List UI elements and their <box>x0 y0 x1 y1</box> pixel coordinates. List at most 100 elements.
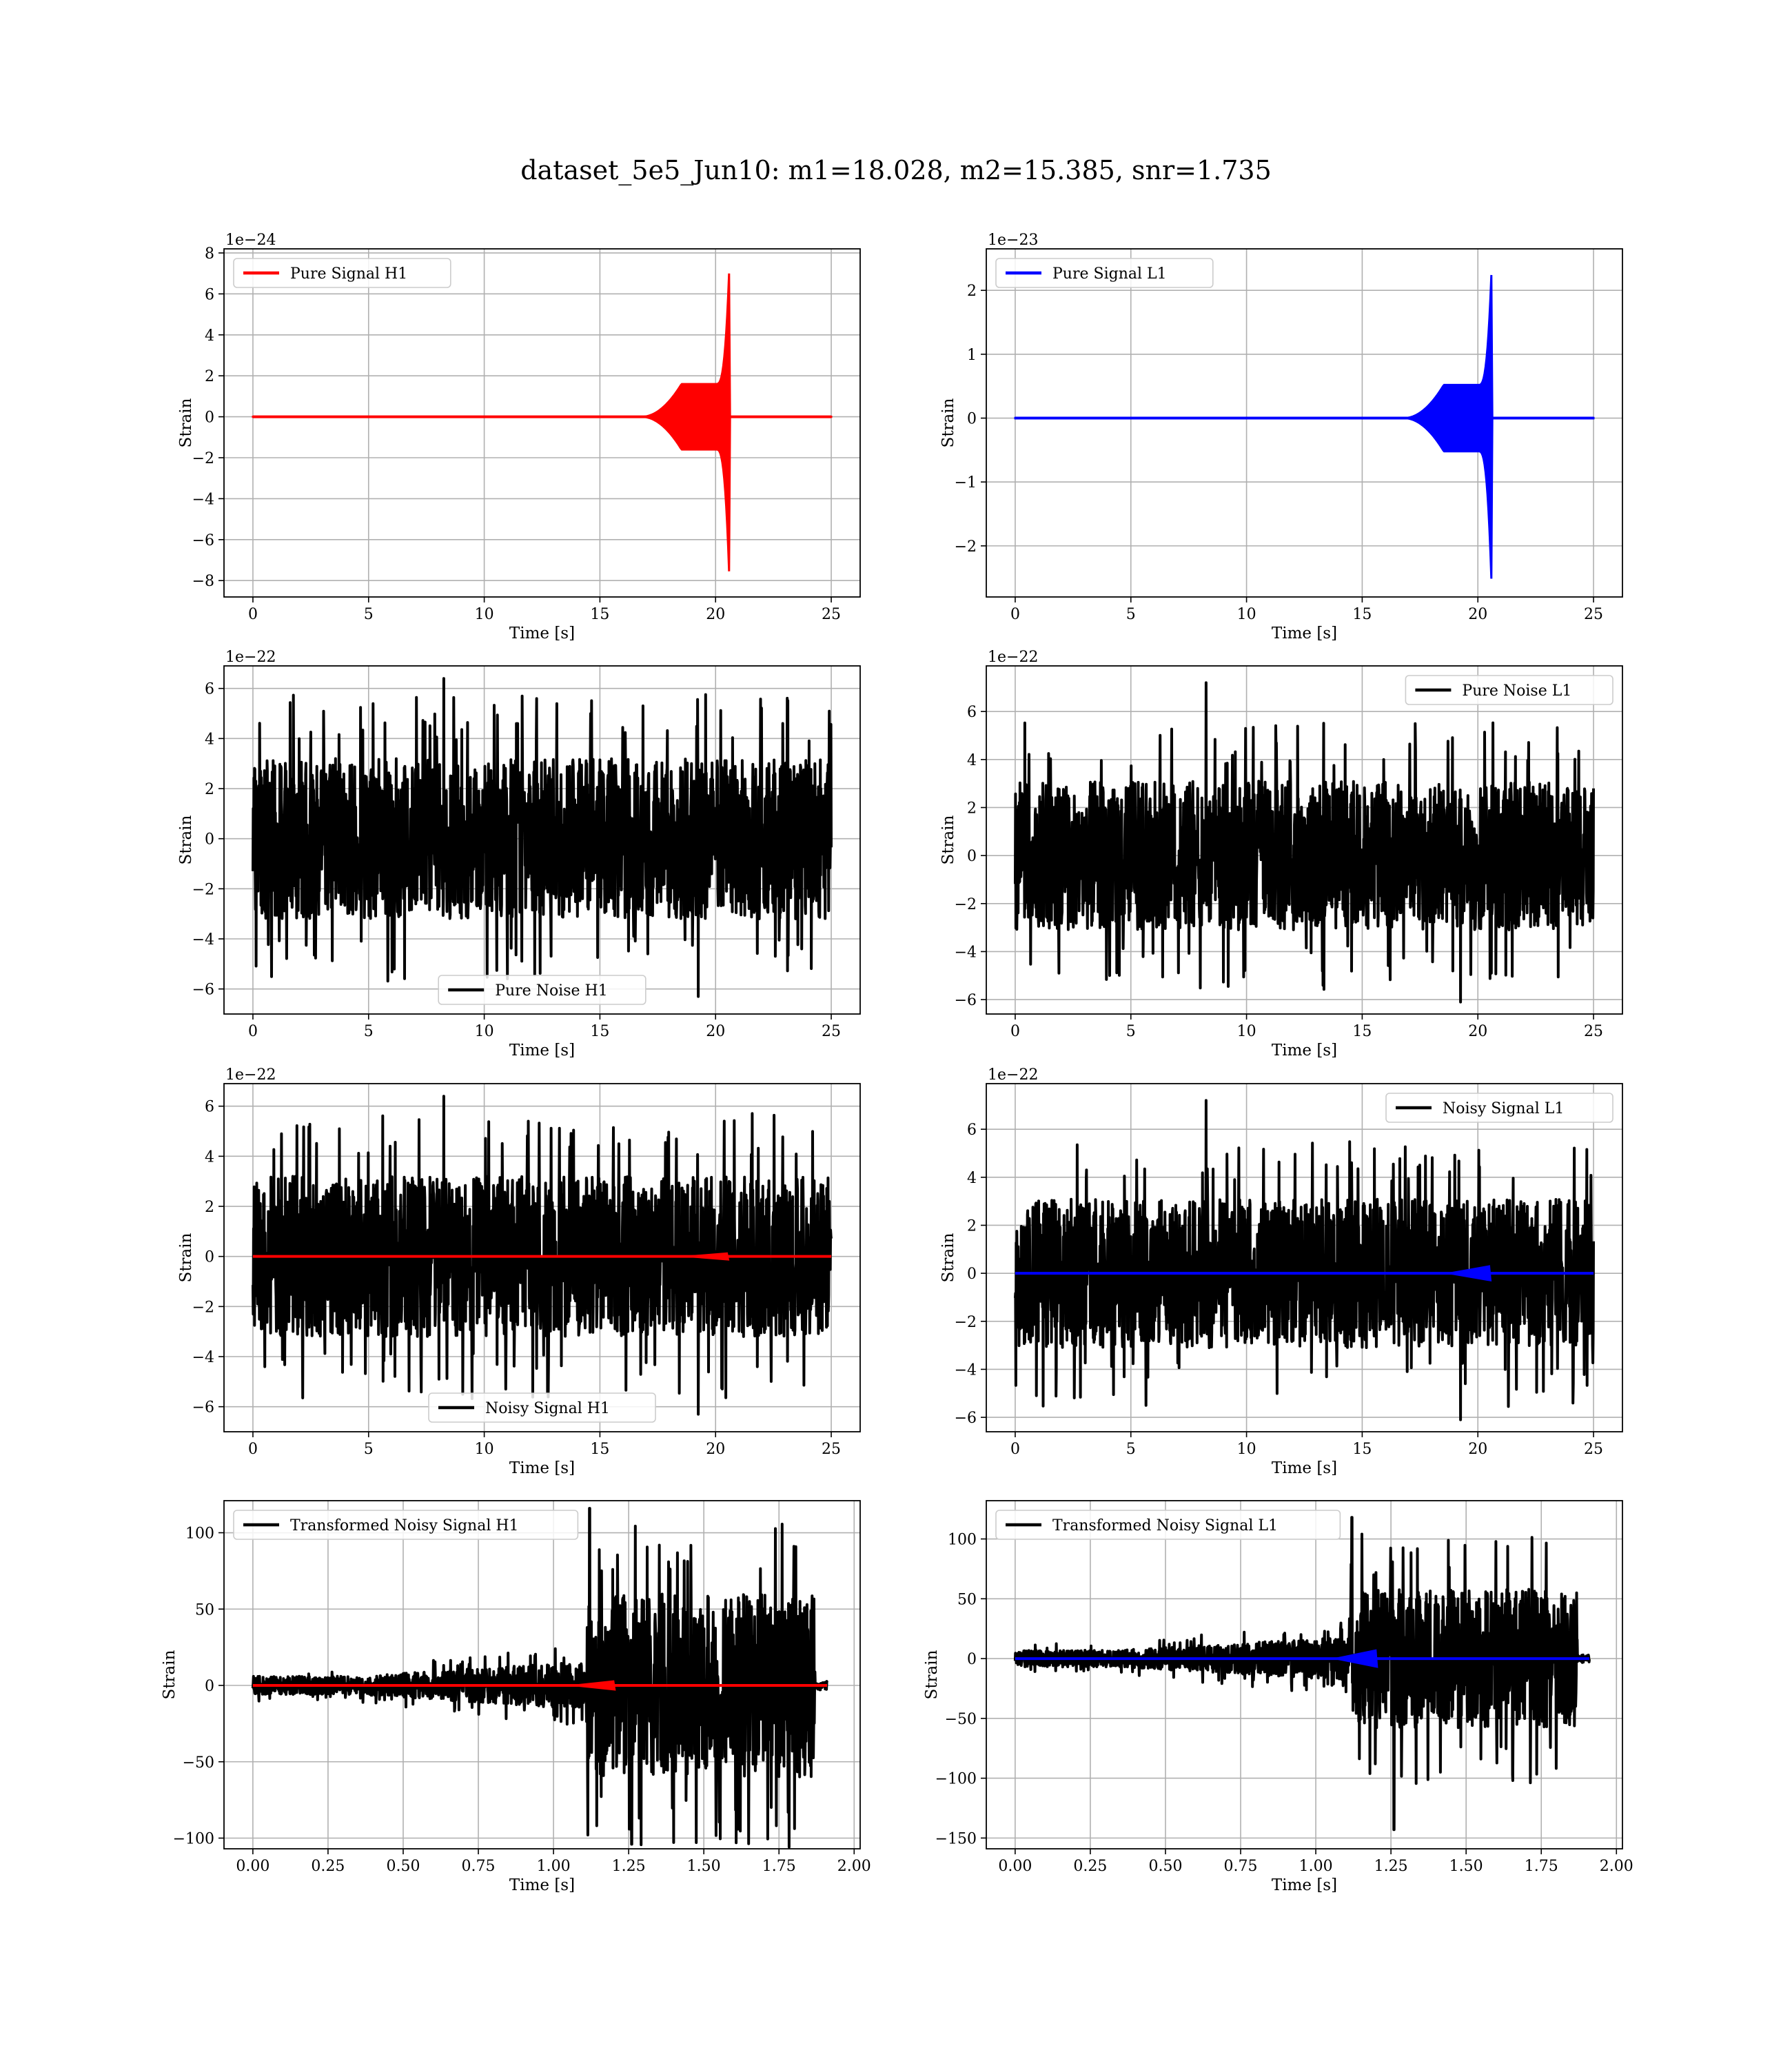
y-axis-label: Strain <box>177 1233 195 1282</box>
x-tick-label: 15 <box>1352 1023 1372 1040</box>
x-tick-label: 15 <box>590 1441 609 1458</box>
x-tick-label: 0.00 <box>998 1858 1032 1875</box>
series-line <box>1014 1099 1595 1421</box>
series-marker <box>1447 1265 1492 1282</box>
chart-panel-pure-signal-l1: 0 5 10 15 20 25 −2 −1 0 1 2 Time [s] Strain 1e−23 Pure… <box>939 232 1623 642</box>
x-tick-label: 1.25 <box>1374 1858 1408 1875</box>
axes-frame <box>986 248 1623 598</box>
legend-label: Pure Noise H1 <box>495 982 608 1000</box>
series-marker <box>685 1252 730 1261</box>
x-tick-label: 10 <box>1237 1441 1256 1458</box>
chart-panel-transformed-noisy-signal-l1: 0.00 0.25 0.50 0.75 1.00 1.25 1.50 1.75 2.00 −150… <box>923 1500 1633 1894</box>
y-tick-label: −2 <box>955 896 977 913</box>
x-tick-label: 15 <box>590 1023 609 1040</box>
x-tick-label: 0.25 <box>1073 1858 1107 1875</box>
x-axis-label: Time [s] <box>1272 1876 1337 1894</box>
x-tick-label: 25 <box>822 1441 841 1458</box>
y-tick-label: −2 <box>955 538 977 556</box>
series-line <box>252 677 833 998</box>
series-line <box>252 273 833 571</box>
x-tick-label: 2.00 <box>1600 1858 1633 1875</box>
y-tick-label: 0 <box>967 1651 977 1668</box>
tick-labels: 0.00 0.25 0.50 0.75 1.00 1.25 1.50 1.75 2.00 −150… <box>935 1532 1633 1875</box>
x-axis-label: Time [s] <box>509 1042 575 1060</box>
x-tick-label: 20 <box>1468 1023 1487 1040</box>
legend-box <box>233 1510 579 1540</box>
x-tick-label: 15 <box>1352 1441 1372 1458</box>
x-tick-label: 1.25 <box>612 1858 646 1875</box>
y-axis-label: Strain <box>177 815 195 864</box>
x-tick-label: 10 <box>475 606 494 623</box>
x-tick-label: 25 <box>1584 1023 1603 1040</box>
legend: Transformed Noisy Signal L1 <box>995 1510 1341 1540</box>
x-axis-label: Time [s] <box>509 1459 575 1477</box>
y-tick-label: −4 <box>192 931 214 949</box>
y-tick-label: 4 <box>967 752 977 769</box>
y-tick-label: −4 <box>192 1349 214 1366</box>
legend-box <box>438 975 646 1005</box>
axes-frame <box>223 1083 861 1432</box>
series-marker <box>1334 1649 1378 1668</box>
legend: Pure Signal H1 <box>233 258 451 288</box>
axis-offset-text: 1e−23 <box>988 232 1038 249</box>
y-tick-label: −6 <box>955 1410 977 1427</box>
tick-labels: 0 5 10 15 20 25 −6 −4 −2 0 2 4 6 <box>192 681 841 1040</box>
y-tick-label: 4 <box>205 731 214 748</box>
y-tick-label: −100 <box>935 1771 977 1788</box>
tick-labels: 0 5 10 15 20 25 −6 −4 −2 0 2 4 6 <box>955 704 1603 1040</box>
y-tick-label: 6 <box>967 1122 977 1139</box>
legend-box <box>428 1392 656 1423</box>
x-tick-label: 5 <box>364 1441 374 1458</box>
y-tick-label: −4 <box>955 944 977 961</box>
x-tick-label: 1.00 <box>1299 1858 1333 1875</box>
chart-panel-pure-noise-l1: 0 5 10 15 20 25 −6 −4 −2 0 2 4 6 Time [s] Strain 1e−22 P… <box>939 649 1623 1060</box>
y-tick-label: 2 <box>967 283 977 300</box>
axes-frame <box>223 665 861 1015</box>
y-tick-label: 2 <box>205 1199 214 1216</box>
x-tick-label: 15 <box>590 606 609 623</box>
x-tick-label: 10 <box>1237 1023 1256 1040</box>
plot-area <box>1014 1099 1595 1421</box>
x-tick-label: 25 <box>822 1023 841 1040</box>
chart-panel-pure-signal-h1: 0 5 10 15 20 25 −8 −6 −4 −2 0 2 4 6 8 Time [s] Strain 1e−… <box>177 232 861 642</box>
axes-frame <box>223 248 861 598</box>
x-axis-label: Time [s] <box>509 1876 575 1894</box>
x-tick-label: 25 <box>822 606 841 623</box>
x-tick-label: 10 <box>1237 606 1256 623</box>
x-tick-label: 1.50 <box>1449 1858 1483 1875</box>
y-tick-label: −100 <box>173 1830 214 1847</box>
legend-box <box>995 1510 1341 1540</box>
axis-offset-text: 1e−24 <box>225 232 276 249</box>
y-tick-label: 6 <box>205 286 214 303</box>
y-tick-label: 2 <box>205 368 214 385</box>
y-axis-label: Strain <box>177 398 195 447</box>
x-tick-label: 20 <box>706 1023 725 1040</box>
chart-panel-noisy-signal-h1: 0 5 10 15 20 25 −6 −4 −2 0 2 4 6 Time [s] Strain 1e−22 N… <box>177 1066 861 1477</box>
y-tick-label: 100 <box>948 1532 977 1549</box>
legend-label: Noisy Signal L1 <box>1443 1100 1564 1117</box>
x-tick-label: 20 <box>1468 606 1487 623</box>
plot-area <box>252 677 833 998</box>
plot-area <box>1014 681 1595 1004</box>
series-marker <box>572 1680 616 1691</box>
axis-offset-text: 1e−22 <box>988 649 1038 666</box>
axis-offset-text: 1e−22 <box>225 1066 276 1084</box>
x-tick-label: 25 <box>1584 606 1603 623</box>
legend: Pure Noise H1 <box>438 975 646 1005</box>
x-tick-label: 0.50 <box>386 1858 420 1875</box>
y-tick-label: 0 <box>205 1249 214 1266</box>
y-tick-label: 4 <box>967 1170 977 1187</box>
x-tick-label: 5 <box>364 606 374 623</box>
x-tick-label: 5 <box>364 1023 374 1040</box>
x-tick-label: 0.00 <box>236 1858 269 1875</box>
x-tick-label: 5 <box>1126 606 1136 623</box>
y-tick-label: −4 <box>192 491 214 508</box>
axis-offset-text: 1e−22 <box>988 1066 1038 1084</box>
legend: Noisy Signal H1 <box>428 1392 656 1423</box>
x-axis-label: Time [s] <box>1272 1042 1337 1060</box>
y-tick-label: 6 <box>967 704 977 721</box>
x-tick-label: 20 <box>706 1441 725 1458</box>
grid-lines <box>986 249 1622 597</box>
y-tick-label: −50 <box>945 1711 977 1728</box>
x-axis-label: Time [s] <box>1272 1459 1337 1477</box>
